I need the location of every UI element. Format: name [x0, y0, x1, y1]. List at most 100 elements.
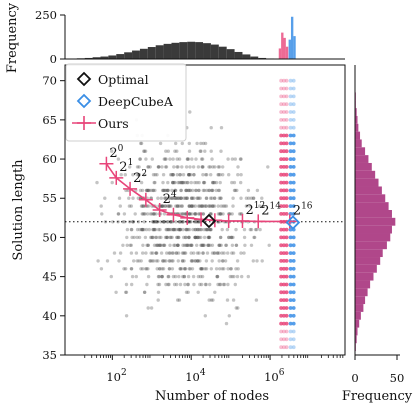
gray-point [221, 204, 226, 208]
gray-point [149, 251, 153, 255]
gray-point [173, 196, 177, 200]
deepcubea-instance-point [291, 235, 296, 240]
deepcubea-instance-point [288, 306, 293, 310]
gray-point [253, 227, 258, 232]
gray-point [157, 274, 161, 279]
budget-label-exponent: 1 [128, 158, 134, 168]
gray-point [244, 196, 249, 200]
gray-point [213, 290, 217, 294]
gray-point [160, 165, 164, 169]
gray-point [163, 204, 168, 208]
ours-instance-point [279, 212, 283, 216]
gray-point [178, 173, 182, 177]
gray-point [183, 196, 188, 200]
gray-point [180, 212, 185, 216]
ours-instance-point [282, 149, 286, 154]
gray-point [205, 227, 209, 232]
ours-instance-point [284, 274, 289, 279]
gray-point [191, 204, 195, 208]
gray-point [198, 227, 203, 232]
gray-point [181, 243, 185, 247]
gray-point [178, 220, 182, 224]
gray-point [186, 188, 190, 193]
gray-point [209, 267, 213, 271]
y-tick-label: 45 [42, 270, 57, 284]
gray-point [216, 282, 220, 287]
gray-point [218, 212, 222, 216]
gray-point [154, 251, 158, 255]
gray-point [144, 227, 149, 232]
right-histogram-bar [355, 147, 366, 156]
gray-point [211, 165, 215, 169]
gray-point [194, 157, 198, 161]
ours-instance-point [282, 165, 286, 169]
gray-point [189, 259, 194, 263]
gray-point [200, 165, 204, 169]
gray-point [246, 274, 250, 279]
gray-point [234, 243, 239, 247]
gray-point [231, 298, 236, 302]
gray-point [227, 173, 231, 177]
gray-point [187, 235, 191, 240]
ours-instance-point [279, 196, 283, 201]
right-histogram-x-ticks: 0 50 [351, 355, 404, 385]
gray-point [211, 180, 215, 185]
gray-point [223, 259, 228, 263]
gray-point [177, 180, 182, 185]
gray-point [184, 235, 188, 240]
gray-point [178, 282, 183, 287]
gray-point [210, 196, 214, 200]
deepcubea-instance-point [288, 125, 293, 130]
gray-point [154, 251, 158, 255]
gray-point [187, 212, 191, 216]
ours-instance-point [282, 298, 286, 302]
ours-instance-point [284, 298, 289, 302]
gray-point [142, 149, 147, 153]
ours-instance-point [282, 274, 286, 279]
gray-point [219, 149, 223, 153]
budget-label-base: 2 [293, 203, 301, 218]
gray-point [171, 227, 176, 232]
top-histogram-gray-bar [179, 42, 188, 59]
gray-point [146, 188, 150, 193]
gray-point [175, 235, 180, 240]
gray-point [167, 267, 172, 271]
gray-point [146, 204, 151, 208]
gray-point [193, 235, 197, 240]
gray-point [140, 227, 144, 232]
gray-point [169, 220, 173, 224]
ours-instance-point [282, 313, 286, 318]
gray-point [164, 259, 168, 263]
deepcubea-instance-point [291, 266, 296, 271]
ours-instance-point [282, 110, 286, 114]
ours-instance-point [282, 86, 286, 91]
gray-point [197, 188, 201, 193]
gray-point [204, 204, 208, 208]
top-histogram-gray-bar [250, 56, 259, 59]
gray-point [197, 212, 201, 216]
deepcubea-instance-point [288, 282, 293, 287]
y-tick-label: 70 [42, 74, 57, 88]
gray-point [204, 282, 208, 287]
gray-point [197, 180, 201, 185]
ours-instance-point [284, 78, 289, 83]
y-tick-label: 60 [42, 152, 57, 166]
gray-point [138, 188, 143, 193]
deepcubea-instance-point [291, 196, 296, 201]
gray-point [198, 149, 202, 153]
gray-point [161, 267, 166, 271]
gray-point [139, 141, 144, 146]
gray-point [216, 204, 220, 208]
gray-point [224, 243, 229, 247]
gray-point [151, 227, 155, 232]
ours-instance-point [279, 165, 283, 169]
gray-point [203, 149, 207, 153]
gray-point [130, 220, 135, 224]
gray-point [227, 235, 231, 240]
gray-point [130, 274, 135, 279]
gray-point [148, 212, 153, 216]
gray-point [156, 165, 161, 169]
deepcubea-instance-point [288, 180, 293, 185]
gray-point [177, 274, 181, 279]
